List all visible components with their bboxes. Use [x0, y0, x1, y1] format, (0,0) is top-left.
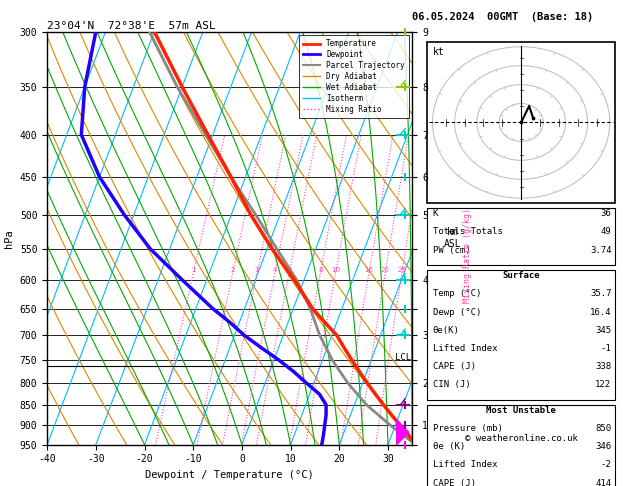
Y-axis label: hPa: hPa: [4, 229, 14, 247]
Text: Totals Totals: Totals Totals: [433, 227, 503, 236]
Text: 35.7: 35.7: [590, 289, 611, 298]
Text: 345: 345: [595, 326, 611, 335]
Text: 25: 25: [398, 267, 406, 273]
Text: Dewp (°C): Dewp (°C): [433, 308, 481, 316]
Text: Temp (°C): Temp (°C): [433, 289, 481, 298]
Text: 8: 8: [318, 267, 323, 273]
Text: CIN (J): CIN (J): [433, 380, 470, 389]
Legend: Temperature, Dewpoint, Parcel Trajectory, Dry Adiabat, Wet Adiabat, Isotherm, Mi: Temperature, Dewpoint, Parcel Trajectory…: [299, 35, 408, 118]
Bar: [427, 270, 615, 399]
Bar: [427, 405, 615, 486]
Text: 338: 338: [595, 362, 611, 371]
Text: 1: 1: [191, 267, 196, 273]
Text: 16: 16: [364, 267, 374, 273]
Bar: [427, 42, 615, 203]
Text: LCL: LCL: [395, 353, 411, 363]
Text: 414: 414: [595, 479, 611, 486]
Text: θe (K): θe (K): [433, 442, 465, 451]
Text: © weatheronline.co.uk: © weatheronline.co.uk: [465, 434, 577, 443]
Text: -1: -1: [601, 344, 611, 353]
Text: CAPE (J): CAPE (J): [433, 362, 476, 371]
Text: Mixing Ratio (g/kg): Mixing Ratio (g/kg): [462, 208, 472, 303]
Text: 3.74: 3.74: [590, 245, 611, 255]
Text: θe(K): θe(K): [433, 326, 460, 335]
Text: 3: 3: [255, 267, 259, 273]
Text: CAPE (J): CAPE (J): [433, 479, 476, 486]
Bar: [427, 208, 615, 265]
Text: K: K: [433, 209, 438, 218]
Text: PW (cm): PW (cm): [433, 245, 470, 255]
Text: 23°04'N  72°38'E  57m ASL: 23°04'N 72°38'E 57m ASL: [47, 21, 216, 31]
Text: -2: -2: [601, 460, 611, 469]
Text: Pressure (mb): Pressure (mb): [433, 424, 503, 433]
Text: 4: 4: [273, 267, 277, 273]
Text: 10: 10: [331, 267, 340, 273]
Text: 20: 20: [381, 267, 390, 273]
Text: Lifted Index: Lifted Index: [433, 460, 498, 469]
Text: 346: 346: [595, 442, 611, 451]
X-axis label: Dewpoint / Temperature (°C): Dewpoint / Temperature (°C): [145, 470, 314, 480]
Text: 122: 122: [595, 380, 611, 389]
Text: 36: 36: [601, 209, 611, 218]
Text: 06.05.2024  00GMT  (Base: 18): 06.05.2024 00GMT (Base: 18): [412, 12, 593, 22]
Polygon shape: [397, 420, 409, 445]
Text: Surface: Surface: [503, 271, 540, 280]
Text: 16.4: 16.4: [590, 308, 611, 316]
Text: Lifted Index: Lifted Index: [433, 344, 498, 353]
Text: 2: 2: [231, 267, 235, 273]
Text: Most Unstable: Most Unstable: [486, 406, 556, 415]
Text: 49: 49: [601, 227, 611, 236]
Text: 5: 5: [287, 267, 291, 273]
Y-axis label: km
ASL: km ASL: [444, 227, 462, 249]
Text: 850: 850: [595, 424, 611, 433]
Text: kt: kt: [433, 47, 445, 57]
